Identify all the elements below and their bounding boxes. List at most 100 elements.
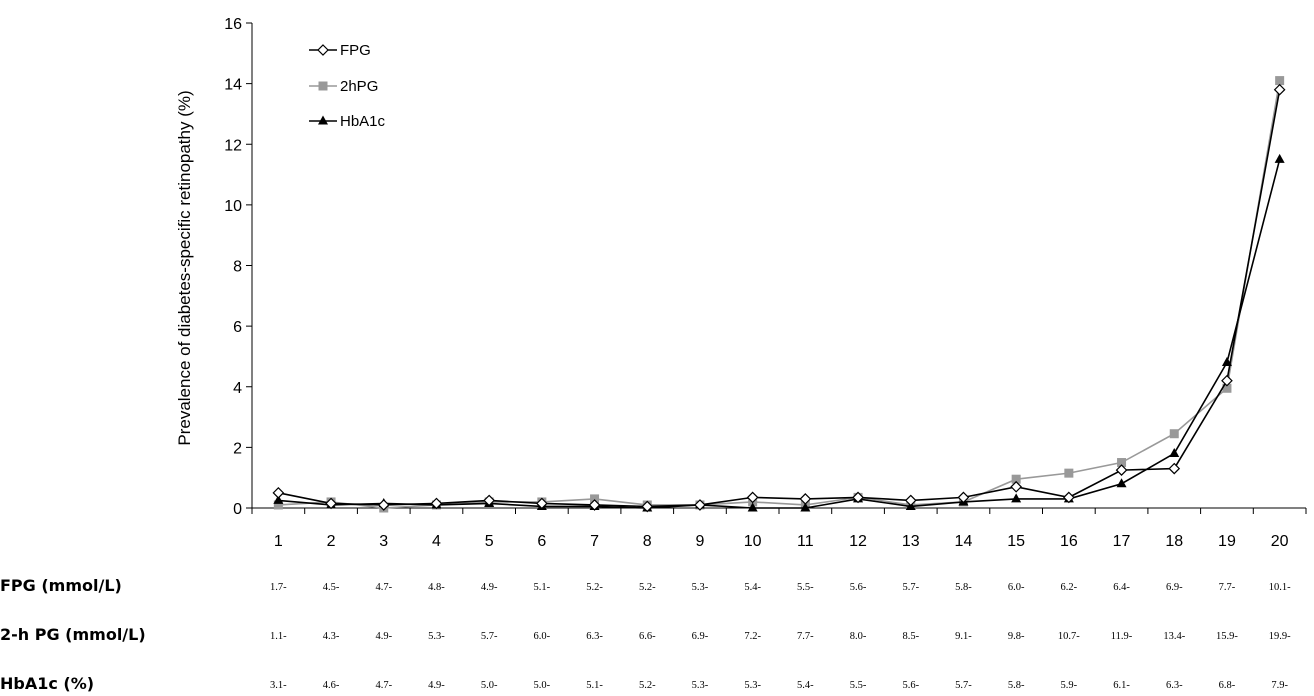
table-cell: 5.0- <box>481 680 498 691</box>
legend-label: HbA1c <box>340 113 386 130</box>
table-cell: 5.8- <box>955 582 972 593</box>
x-tick-label: 18 <box>1165 533 1183 550</box>
table-cell: 4.7- <box>375 582 392 593</box>
series-line <box>278 80 1281 509</box>
legend-item: HbA1c <box>309 113 386 130</box>
table-row: FPG (mmol/L) 1.7- 4.5- 4.7- 4.8- 4.9- 5.1- 5.2-… <box>0 576 1291 595</box>
y-tick-label: 12 <box>224 137 242 154</box>
data-point <box>1275 76 1285 86</box>
table-row-label: FPG (mmol/L) <box>0 576 122 595</box>
data-point <box>1274 153 1285 163</box>
x-tick-label: 11 <box>797 533 814 550</box>
table-cell: 10.7- <box>1058 631 1080 642</box>
series-2hpg <box>273 76 1285 513</box>
legend-item: FPG <box>309 42 371 59</box>
table-cell: 5.4- <box>797 680 814 691</box>
y-tick-label: 8 <box>233 259 242 276</box>
table-row: HbA1c (%) 3.1- 4.6- 4.7- 4.9- 5.0- 5.0- 5.1- 5.2… <box>0 674 1288 693</box>
x-tick-label: 12 <box>849 533 867 550</box>
table-cell: 4.8- <box>428 582 445 593</box>
x-tick-label: 20 <box>1271 533 1289 550</box>
table-cell: 3.1- <box>270 680 287 691</box>
table-cell: 6.9- <box>1166 582 1183 593</box>
y-tick-label: 14 <box>224 77 242 94</box>
x-tick-label: 9 <box>695 533 704 550</box>
table-cell: 19.9- <box>1269 631 1291 642</box>
table-cell: 5.7- <box>481 631 498 642</box>
data-point <box>325 497 337 510</box>
legend-label: 2hPG <box>340 78 378 95</box>
x-tick-label: 15 <box>1007 533 1025 550</box>
data-point <box>799 493 812 505</box>
y-tick-label: 16 <box>224 16 242 33</box>
table-cell: 6.1- <box>1113 680 1130 691</box>
data-point <box>483 494 495 507</box>
data-point <box>1169 429 1179 439</box>
data-point <box>1168 462 1181 475</box>
table-cell: 5.2- <box>586 582 603 593</box>
table-cell: 5.3- <box>428 631 445 642</box>
data-point <box>1116 478 1127 488</box>
table-cell: 1.7- <box>270 582 287 593</box>
table-cell: 6.8- <box>1219 680 1236 691</box>
table-cell: 5.4- <box>744 582 761 593</box>
table-cell: 5.6- <box>902 680 919 691</box>
series-layer <box>272 76 1286 513</box>
table-cell: 5.5- <box>850 680 867 691</box>
table-cell: 13.4- <box>1163 631 1185 642</box>
x-tick-label: 8 <box>643 533 652 550</box>
table-cell: 5.1- <box>534 582 551 593</box>
data-point <box>1169 447 1180 457</box>
y-tick-label: 4 <box>233 380 242 397</box>
table-cell: 9.1- <box>955 631 972 642</box>
data-point <box>957 491 970 504</box>
legend: FPG 2hPG HbA1c <box>309 42 386 130</box>
series-hba1c <box>273 153 1285 512</box>
table-cell: 6.2- <box>1061 582 1078 593</box>
data-point <box>1222 383 1232 393</box>
table-cell: 7.7- <box>797 631 814 642</box>
legend-item: 2hPG <box>309 78 378 95</box>
table-cell: 5.0- <box>534 680 551 691</box>
table-cell: 5.2- <box>639 582 656 593</box>
series-line <box>278 159 1281 509</box>
data-point <box>318 81 328 91</box>
x-tick-label: 17 <box>1113 533 1131 550</box>
table-row-label: HbA1c (%) <box>0 674 94 693</box>
x-tick-label: 2 <box>327 533 336 550</box>
table-cell: 9.8- <box>1008 631 1025 642</box>
table-cell: 6.4- <box>1113 582 1130 593</box>
table-cell: 5.9- <box>1061 680 1078 691</box>
table-cell: 7.9- <box>1271 680 1288 691</box>
data-point <box>694 499 706 511</box>
data-point <box>272 486 285 499</box>
data-point <box>273 494 284 504</box>
x-tick-label: 4 <box>432 533 441 550</box>
x-tick-label: 6 <box>537 533 546 550</box>
x-tick-label: 1 <box>274 533 283 550</box>
table-cell: 5.3- <box>744 680 761 691</box>
series-line <box>278 89 1281 508</box>
table-cell: 5.3- <box>692 680 709 691</box>
table-cell: 8.5- <box>902 631 919 642</box>
table-cell: 5.1- <box>586 680 603 691</box>
data-point <box>273 500 283 510</box>
y-tick-label: 0 <box>233 501 242 518</box>
table-cell: 5.8- <box>1008 680 1025 691</box>
table-cell: 11.9- <box>1111 631 1133 642</box>
data-point <box>1010 480 1022 493</box>
table-cell: 5.7- <box>902 582 919 593</box>
table-cell: 4.6- <box>323 680 340 691</box>
table-cell: 5.7- <box>955 680 972 691</box>
table-cell: 15.9- <box>1216 631 1238 642</box>
table-cell: 5.5- <box>797 582 814 593</box>
range-table: FPG (mmol/L) 1.7- 4.5- 4.7- 4.8- 4.9- 5.1- 5.2-… <box>0 576 1291 693</box>
table-cell: 4.9- <box>375 631 392 642</box>
data-point <box>1011 493 1022 503</box>
data-point <box>588 499 601 511</box>
x-tick-label: 5 <box>485 533 494 550</box>
data-point <box>1221 374 1233 387</box>
data-point <box>1064 468 1074 478</box>
y-axis-label: Prevalence of diabetes-specific retinopa… <box>175 90 194 445</box>
table-row-label: 2-h PG (mmol/L) <box>0 625 146 644</box>
